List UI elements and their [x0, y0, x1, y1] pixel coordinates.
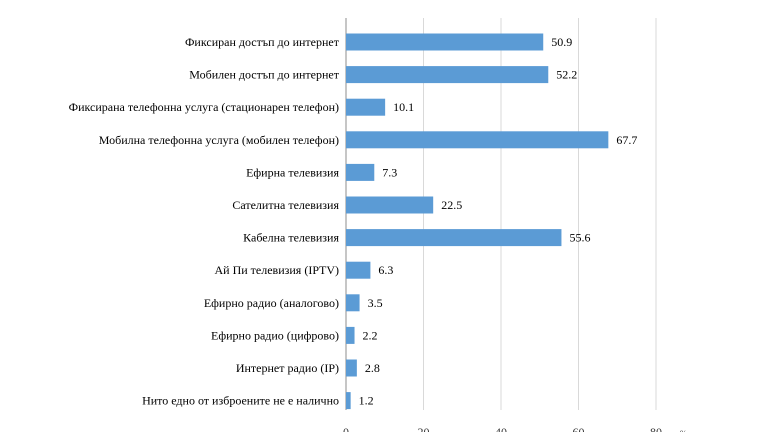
data-label: 10.1: [393, 100, 414, 114]
bar: [346, 33, 544, 51]
x-tick-label: 20: [418, 425, 430, 432]
x-tick-label: 40: [495, 425, 507, 432]
bar: [346, 66, 549, 84]
bar: [346, 359, 357, 377]
x-tick-label: 80: [650, 425, 662, 432]
data-label: 3.5: [368, 296, 383, 310]
data-label: 7.3: [382, 165, 397, 179]
data-label: 67.7: [616, 133, 637, 147]
category-label: Ефирно радио (аналогово): [204, 296, 339, 310]
x-axis-unit-label: %: [680, 429, 687, 432]
data-labels: 50.9 52.2 10.1 67.7 7.3 22.5 55.6 6.3 3.5 2.2 2.8 1…: [359, 35, 638, 408]
x-tick-label: 60: [573, 425, 585, 432]
x-axis: 0 20 40 60 80%: [343, 425, 687, 432]
bar: [346, 163, 375, 181]
category-label: Мобилен достъп до интернет: [189, 68, 340, 82]
category-label: Кабелна телевизия: [243, 231, 339, 245]
data-label: 52.2: [556, 68, 577, 82]
category-label: Фиксирана телефонна услуга (стационарен …: [69, 100, 339, 114]
data-label: 1.2: [359, 394, 374, 408]
category-label: Мобилна телефонна услуга (мобилен телефо…: [99, 133, 339, 147]
bar: [346, 196, 434, 214]
bar: [346, 261, 371, 279]
category-label: Интернет радио (IP): [236, 361, 339, 375]
category-label: Ефирно радио (цифрово): [211, 328, 339, 342]
bar: [346, 326, 355, 344]
bar: [346, 392, 351, 410]
data-label: 2.8: [365, 361, 380, 375]
bars: [346, 33, 609, 410]
category-label: Ай Пи телевизия (IPTV): [215, 263, 340, 277]
bar: [346, 294, 360, 312]
data-label: 2.2: [363, 328, 378, 342]
x-tick-label: 0: [343, 425, 349, 432]
data-label: 6.3: [378, 263, 393, 277]
category-label: Нито едно от изброените не е налично: [142, 394, 339, 408]
data-label: 50.9: [551, 35, 572, 49]
bar: [346, 229, 562, 247]
category-labels: Фиксиран достъп до интернет Мобилен достъ…: [69, 35, 340, 408]
bar: [346, 98, 386, 116]
category-label: Сателитна телевизия: [232, 198, 339, 212]
category-label: Ефирна телевизия: [246, 165, 339, 179]
data-label: 22.5: [441, 198, 462, 212]
bar: [346, 131, 609, 149]
gridlines: [345, 18, 657, 410]
data-label: 55.6: [569, 231, 590, 245]
category-label: Фиксиран достъп до интернет: [185, 35, 340, 49]
